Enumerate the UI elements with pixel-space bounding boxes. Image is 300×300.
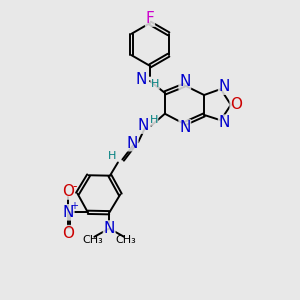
Text: N: N	[136, 72, 147, 87]
Text: N: N	[219, 115, 230, 130]
Text: O: O	[62, 226, 74, 241]
Text: CH₃: CH₃	[82, 235, 103, 245]
Text: N: N	[179, 120, 190, 135]
Text: N: N	[103, 221, 115, 236]
Text: O: O	[230, 97, 242, 112]
Text: H: H	[151, 79, 159, 89]
Text: N: N	[179, 74, 190, 89]
Text: H: H	[108, 151, 117, 161]
Text: N: N	[219, 79, 230, 94]
Text: F: F	[146, 11, 154, 26]
Text: CH₃: CH₃	[115, 235, 136, 245]
Text: -: -	[73, 180, 77, 193]
Text: H: H	[149, 115, 158, 125]
Text: O: O	[62, 184, 74, 199]
Text: N: N	[62, 205, 74, 220]
Text: N: N	[137, 118, 149, 133]
Text: N: N	[127, 136, 138, 151]
Text: +: +	[70, 201, 78, 212]
